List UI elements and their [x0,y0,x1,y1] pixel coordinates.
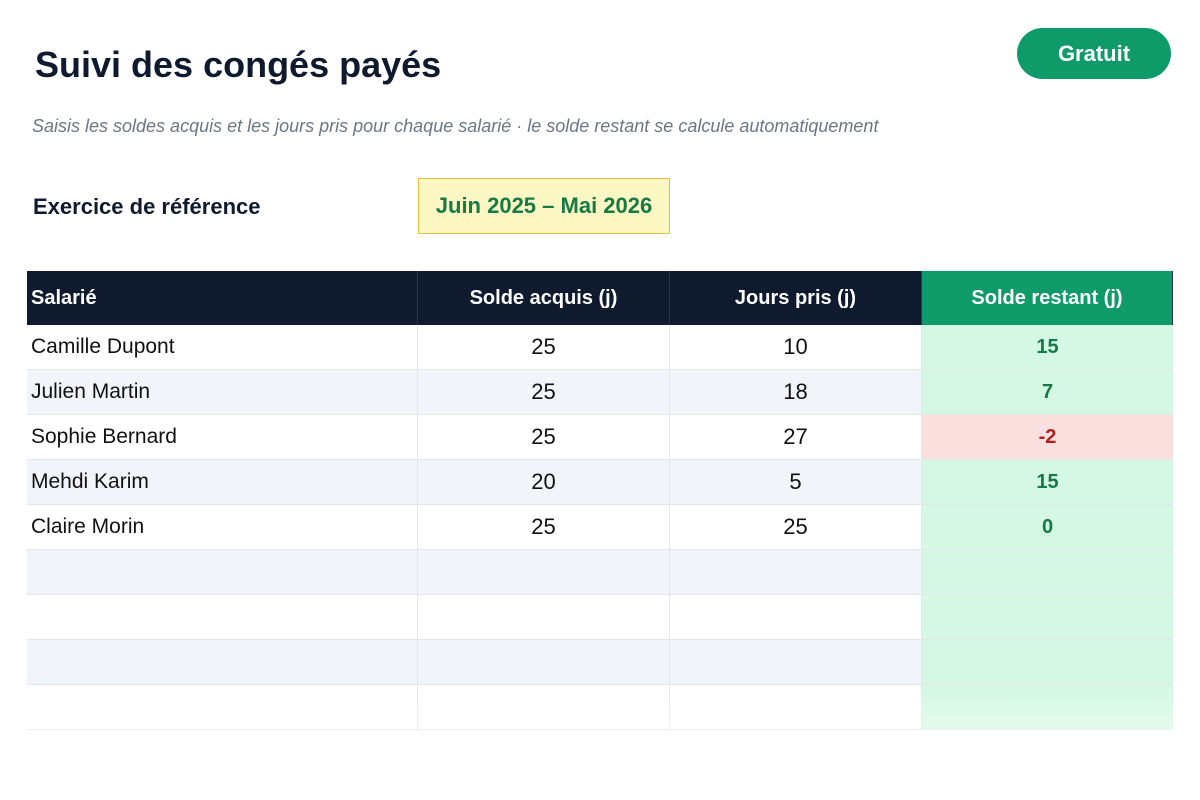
table-cell[interactable] [922,595,1173,640]
column-header: Jours pris (j) [670,271,922,325]
table-row [27,550,1173,595]
header-row: Salarié Solde acquis (j) Jours pris (j) Sol… [27,271,1173,325]
table-cell[interactable]: 15 [922,460,1173,505]
table-cell[interactable] [670,640,922,685]
table-cell[interactable] [418,640,670,685]
subtitle: Saisis les soldes acquis et les jours pr… [32,116,879,136]
table-cell[interactable] [27,550,418,595]
table-row: Claire Morin 25 25 0 [27,505,1173,550]
badge[interactable]: Gratuit [1017,28,1171,79]
table-cell[interactable] [670,550,922,595]
table-cell[interactable] [418,550,670,595]
table-cell[interactable] [27,595,418,640]
table-cell[interactable] [670,595,922,640]
column-header: Solde acquis (j) [418,271,670,325]
table-row: Mehdi Karim 20 5 15 [27,460,1173,505]
table-cell[interactable]: 10 [670,325,922,370]
table-cell[interactable]: Claire Morin [27,505,418,550]
table-row: Camille Dupont 25 10 15 [27,325,1173,370]
column-header: Salarié [27,271,418,325]
period-label: Exercice de référence [33,194,261,219]
table: Salarié Solde acquis (j) Jours pris (j) Sol… [27,271,1173,730]
table-cell[interactable]: 25 [670,505,922,550]
title: Suivi des congés payés [35,44,442,85]
table-cell[interactable]: Mehdi Karim [27,460,418,505]
table-cell[interactable]: Julien Martin [27,370,418,415]
table-cell[interactable] [922,550,1173,595]
table-cell[interactable]: 25 [418,325,670,370]
table-cell[interactable]: 7 [922,370,1173,415]
table-cell[interactable]: 18 [670,370,922,415]
table-cell[interactable]: 25 [418,370,670,415]
table-cell[interactable]: -2 [922,415,1173,460]
table-row [27,595,1173,640]
table-cell[interactable]: 0 [922,505,1173,550]
table-row: Sophie Bernard 25 27 -2 [27,415,1173,460]
table-cell[interactable]: 5 [670,460,922,505]
table-row [27,640,1173,685]
table-cell[interactable] [27,640,418,685]
table-cell[interactable]: 20 [418,460,670,505]
column-header: Solde restant (j) [922,271,1173,325]
table-cell[interactable] [418,595,670,640]
table-cell[interactable]: 15 [922,325,1173,370]
table-cell[interactable]: Camille Dupont [27,325,418,370]
table-row: Julien Martin 25 18 7 [27,370,1173,415]
table-cell[interactable] [922,640,1173,685]
table-cell[interactable]: 27 [670,415,922,460]
table-cell[interactable]: 25 [418,415,670,460]
fade [0,690,1200,800]
table-cell[interactable]: 25 [418,505,670,550]
table-cell[interactable]: Sophie Bernard [27,415,418,460]
period-value[interactable]: Juin 2025 – Mai 2026 [418,178,670,234]
